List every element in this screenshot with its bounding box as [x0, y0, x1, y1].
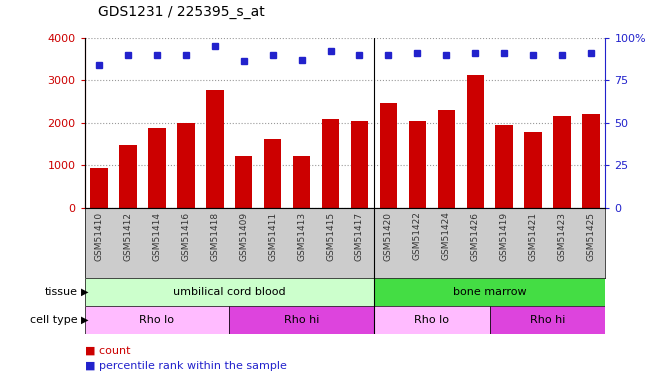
Bar	[409, 121, 426, 208]
Bar	[553, 116, 571, 208]
Text: GSM51415: GSM51415	[326, 211, 335, 261]
Text: GSM51422: GSM51422	[413, 211, 422, 261]
Bar	[229, 306, 374, 334]
Text: GSM51424: GSM51424	[442, 211, 450, 261]
Text: tissue: tissue	[45, 286, 78, 297]
Bar	[380, 103, 397, 208]
Bar	[582, 114, 600, 208]
Text: GSM51410: GSM51410	[94, 211, 104, 261]
Text: GSM51412: GSM51412	[124, 211, 133, 261]
Text: GSM51416: GSM51416	[182, 211, 190, 261]
Text: GSM51423: GSM51423	[557, 211, 566, 261]
Text: GSM51417: GSM51417	[355, 211, 364, 261]
Bar	[148, 128, 165, 208]
Text: GSM51426: GSM51426	[471, 211, 480, 261]
Text: GSM51421: GSM51421	[529, 211, 538, 261]
Text: GSM51414: GSM51414	[152, 211, 161, 261]
Text: GSM51409: GSM51409	[240, 211, 248, 261]
Bar	[437, 110, 455, 208]
Bar	[525, 132, 542, 208]
Text: Rho hi: Rho hi	[530, 315, 565, 325]
Bar	[495, 125, 513, 208]
Text: GSM51420: GSM51420	[384, 211, 393, 261]
Text: umbilical cord blood: umbilical cord blood	[173, 286, 286, 297]
Bar	[177, 123, 195, 208]
Bar	[351, 121, 368, 208]
Bar	[322, 119, 339, 208]
Bar	[206, 90, 223, 208]
Text: GSM51413: GSM51413	[297, 211, 306, 261]
Bar	[374, 278, 605, 306]
Bar	[90, 168, 108, 208]
Text: GSM51419: GSM51419	[500, 211, 508, 261]
Bar	[119, 145, 137, 208]
Text: GSM51425: GSM51425	[587, 211, 596, 261]
Text: Rho lo: Rho lo	[414, 315, 449, 325]
Text: ■ count: ■ count	[85, 346, 130, 355]
Text: cell type: cell type	[31, 315, 78, 325]
Text: ▶: ▶	[81, 286, 89, 297]
Bar	[85, 278, 374, 306]
Text: Rho hi: Rho hi	[284, 315, 320, 325]
Bar	[264, 139, 281, 208]
Text: Rho lo: Rho lo	[139, 315, 174, 325]
Bar	[467, 75, 484, 208]
Bar	[374, 306, 490, 334]
Bar	[490, 306, 605, 334]
Text: GDS1231 / 225395_s_at: GDS1231 / 225395_s_at	[98, 5, 264, 19]
Bar	[235, 156, 253, 208]
Text: ▶: ▶	[81, 315, 89, 325]
Text: ■ percentile rank within the sample: ■ percentile rank within the sample	[85, 361, 286, 370]
Bar	[293, 156, 311, 208]
Bar	[85, 306, 229, 334]
Text: GSM51411: GSM51411	[268, 211, 277, 261]
Text: bone marrow: bone marrow	[453, 286, 527, 297]
Text: GSM51418: GSM51418	[210, 211, 219, 261]
